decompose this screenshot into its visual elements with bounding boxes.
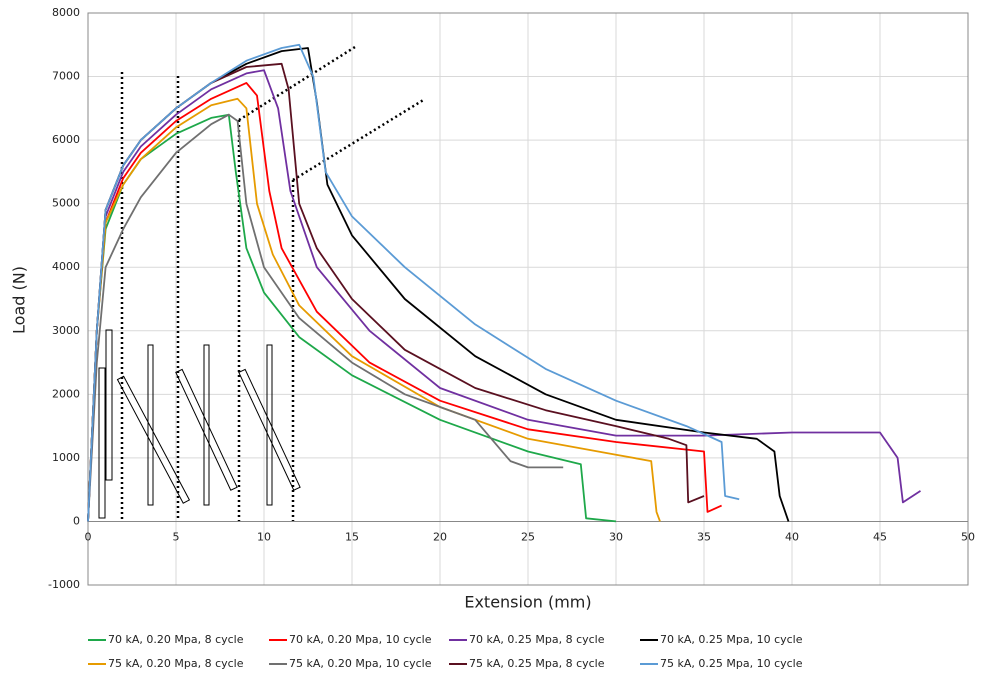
legend-label: 70 kA, 0.25 Mpa, 10 cycle	[660, 633, 803, 646]
y-tick-label: 3000	[52, 324, 80, 337]
dotted-line	[292, 97, 426, 182]
y-tick-label: -1000	[48, 578, 80, 591]
series-line	[87, 97, 661, 522]
plot-frame	[87, 12, 969, 586]
tick-labels: -1000 0 1000 2000 3000 4000 5000 6000 7000 8000 0 5…	[48, 6, 975, 591]
x-tick-label: 15	[345, 530, 359, 543]
specimen	[147, 344, 154, 506]
legend-label: 75 kA, 0.25 Mpa, 10 cycle	[660, 657, 803, 670]
x-tick-label: 50	[961, 530, 975, 543]
x-tick-label: 25	[521, 530, 535, 543]
series-line	[87, 113, 564, 522]
legend-label: 75 kA, 0.20 Mpa, 10 cycle	[289, 657, 432, 670]
series-line	[87, 82, 722, 522]
x-tick-label: 45	[873, 530, 887, 543]
legend-label: 75 kA, 0.25 Mpa, 8 cycle	[469, 657, 605, 670]
y-tick-label: 1000	[52, 451, 80, 464]
x-axis-title: Extension (mm)	[464, 593, 591, 612]
specimen	[98, 367, 106, 519]
series-line	[87, 69, 921, 522]
grid	[87, 12, 969, 586]
y-tick-label: 4000	[52, 260, 80, 273]
y-tick-label: 2000	[52, 387, 80, 400]
y-tick-label: 7000	[52, 70, 80, 83]
y-tick-label: 6000	[52, 133, 80, 146]
y-tick-label: 8000	[52, 6, 80, 19]
legend-label: 70 kA, 0.25 Mpa, 8 cycle	[469, 633, 605, 646]
specimen	[203, 344, 210, 506]
specimen	[238, 368, 301, 491]
x-tick-label: 35	[697, 530, 711, 543]
legend-label: 75 kA, 0.20 Mpa, 8 cycle	[108, 657, 244, 670]
annotations	[98, 45, 426, 521]
x-tick-label: 20	[433, 530, 447, 543]
series-line	[87, 43, 740, 522]
legend-label: 70 kA, 0.20 Mpa, 8 cycle	[108, 633, 244, 646]
specimen	[175, 368, 238, 491]
specimen	[105, 329, 113, 481]
y-tick-label: 5000	[52, 197, 80, 210]
legend: 70 kA, 0.20 Mpa, 8 cycle 70 kA, 0.20 Mpa,…	[88, 633, 803, 670]
lines	[87, 43, 921, 523]
series-line	[87, 47, 790, 522]
x-tick-label: 5	[173, 530, 180, 543]
x-tick-label: 30	[609, 530, 623, 543]
specimen	[116, 375, 191, 504]
x-tick-label: 10	[257, 530, 271, 543]
x-tick-label: 40	[785, 530, 799, 543]
y-axis-title: Load (N)	[10, 266, 29, 334]
specimen	[266, 344, 273, 506]
x-tick-label: 0	[85, 530, 92, 543]
y-tick-label: 0	[73, 514, 80, 527]
legend-label: 70 kA, 0.20 Mpa, 10 cycle	[289, 633, 432, 646]
